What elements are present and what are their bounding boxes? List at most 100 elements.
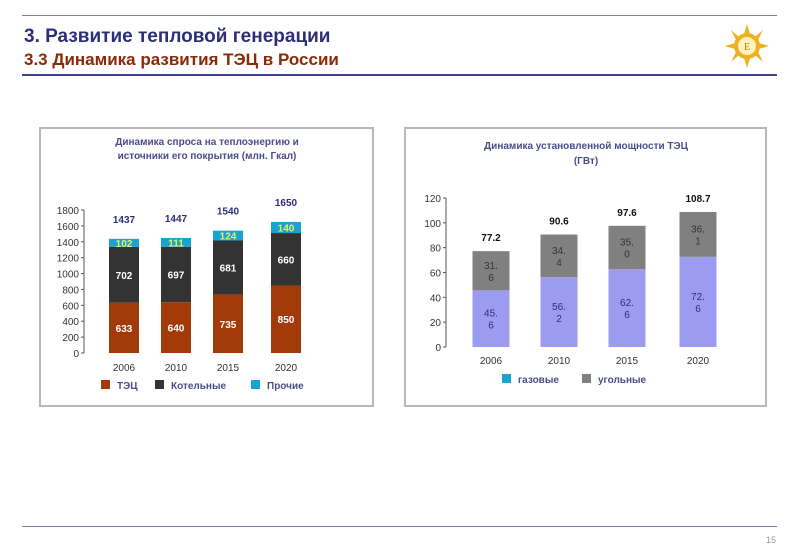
data-label: 0 — [624, 250, 630, 261]
data-label: 4 — [556, 258, 562, 269]
data-label: 6 — [624, 310, 630, 321]
page-subtitle: 3.3 Динамика развития ТЭЦ в России — [24, 50, 339, 69]
x-tick-label: 2010 — [165, 363, 188, 374]
data-label: 2 — [556, 314, 562, 325]
total-label: 1540 — [217, 207, 240, 218]
chart-title: Динамика спроса на теплоэнергию и — [115, 137, 299, 148]
chp-capacity-chart-panel: Динамика установленной мощности ТЭЦ (ГВт)… — [404, 127, 767, 407]
total-label: 1437 — [113, 215, 136, 226]
y-tick-label: 1200 — [57, 254, 80, 265]
x-tick-label: 2020 — [275, 363, 298, 374]
data-label: 735 — [220, 320, 237, 331]
data-label: 31. — [484, 261, 498, 272]
header-rule — [22, 74, 777, 76]
y-tick-label: 1000 — [57, 270, 80, 281]
company-logo: Е — [725, 24, 769, 68]
total-label: 1650 — [275, 198, 298, 209]
data-label: 681 — [220, 264, 237, 275]
x-tick-label: 2020 — [687, 356, 710, 367]
y-tick-label: 60 — [430, 269, 442, 280]
bar-segment — [213, 240, 243, 295]
data-label: 35. — [620, 238, 634, 249]
data-label: 124 — [220, 232, 237, 243]
data-label: 702 — [116, 271, 133, 282]
data-label: 697 — [168, 270, 185, 281]
total-label: 90.6 — [549, 217, 569, 228]
legend-swatch — [582, 374, 591, 383]
bar-segment — [271, 233, 301, 286]
top-rule — [22, 15, 777, 16]
data-label: 140 — [278, 223, 295, 234]
svg-text:Е: Е — [744, 42, 750, 53]
x-tick-label: 2006 — [113, 363, 136, 374]
legend-label: Прочие — [267, 381, 304, 392]
x-tick-label: 2015 — [616, 356, 639, 367]
bar-segment — [161, 302, 191, 353]
bar-segment — [161, 237, 191, 247]
bar-segment — [472, 251, 510, 291]
data-label: 640 — [168, 324, 185, 335]
y-tick-label: 100 — [424, 219, 441, 230]
y-tick-label: 0 — [73, 349, 79, 360]
bar-segment — [161, 246, 191, 303]
y-tick-label: 80 — [430, 244, 442, 255]
x-tick-label: 2015 — [217, 363, 240, 374]
chp-capacity-chart: Динамика установленной мощности ТЭЦ (ГВт)… — [424, 141, 717, 386]
y-tick-label: 600 — [62, 301, 79, 312]
data-label: 45. — [484, 309, 498, 320]
bar-segment — [679, 256, 717, 347]
chart-title: источники его покрытия (млн. Гкал) — [118, 151, 297, 162]
bar-segment — [540, 234, 578, 278]
y-tick-label: 200 — [62, 333, 79, 344]
bar-segment — [271, 221, 301, 234]
bar-segment — [472, 290, 510, 347]
data-label: 633 — [116, 324, 133, 335]
data-label: 850 — [278, 315, 295, 326]
total-label: 108.7 — [685, 194, 710, 205]
data-label: 111 — [168, 238, 184, 249]
bar-segment — [679, 212, 717, 257]
x-tick-label: 2006 — [480, 356, 503, 367]
page-number: 15 — [766, 535, 777, 545]
legend-label: газовые — [518, 375, 559, 386]
x-tick-label: 2010 — [548, 356, 571, 367]
y-tick-label: 120 — [424, 194, 441, 205]
y-tick-label: 1800 — [57, 206, 80, 217]
legend-label: угольные — [598, 375, 647, 386]
bar-segment — [109, 302, 139, 353]
footer-rule — [22, 526, 777, 527]
total-label: 1447 — [165, 214, 188, 225]
y-tick-label: 800 — [62, 285, 79, 296]
legend-swatch — [101, 380, 110, 389]
y-tick-label: 400 — [62, 317, 79, 328]
legend-label: Котельные — [171, 381, 227, 392]
legend-swatch — [155, 380, 164, 389]
bar-segment — [271, 285, 301, 353]
data-label: 660 — [278, 255, 295, 266]
y-tick-label: 0 — [435, 343, 441, 354]
bar-segment — [213, 294, 243, 353]
legend-swatch — [251, 380, 260, 389]
heat-demand-chart: Динамика спроса на теплоэнергию и источни… — [57, 137, 304, 392]
data-label: 1 — [695, 236, 701, 247]
y-tick-label: 1600 — [57, 222, 80, 233]
data-label: 72. — [691, 292, 705, 303]
total-label: 97.6 — [617, 208, 637, 219]
data-label: 34. — [552, 246, 566, 257]
legend-label: ТЭЦ — [117, 381, 138, 392]
page-title: 3. Развитие тепловой генерации — [24, 26, 331, 47]
bar-segment — [109, 238, 139, 247]
data-label: 56. — [552, 302, 566, 313]
y-tick-label: 1400 — [57, 238, 80, 249]
bar-segment — [608, 225, 646, 270]
total-label: 77.2 — [481, 233, 501, 244]
bar-segment — [213, 230, 243, 241]
data-label: 62. — [620, 298, 634, 309]
heat-demand-chart-panel: Динамика спроса на теплоэнергию и источни… — [39, 127, 374, 407]
data-label: 102 — [116, 239, 133, 250]
y-tick-label: 40 — [430, 293, 442, 304]
legend-swatch — [502, 374, 511, 383]
bar-segment — [608, 269, 646, 347]
data-label: 6 — [488, 273, 494, 284]
bar-segment — [540, 277, 578, 347]
